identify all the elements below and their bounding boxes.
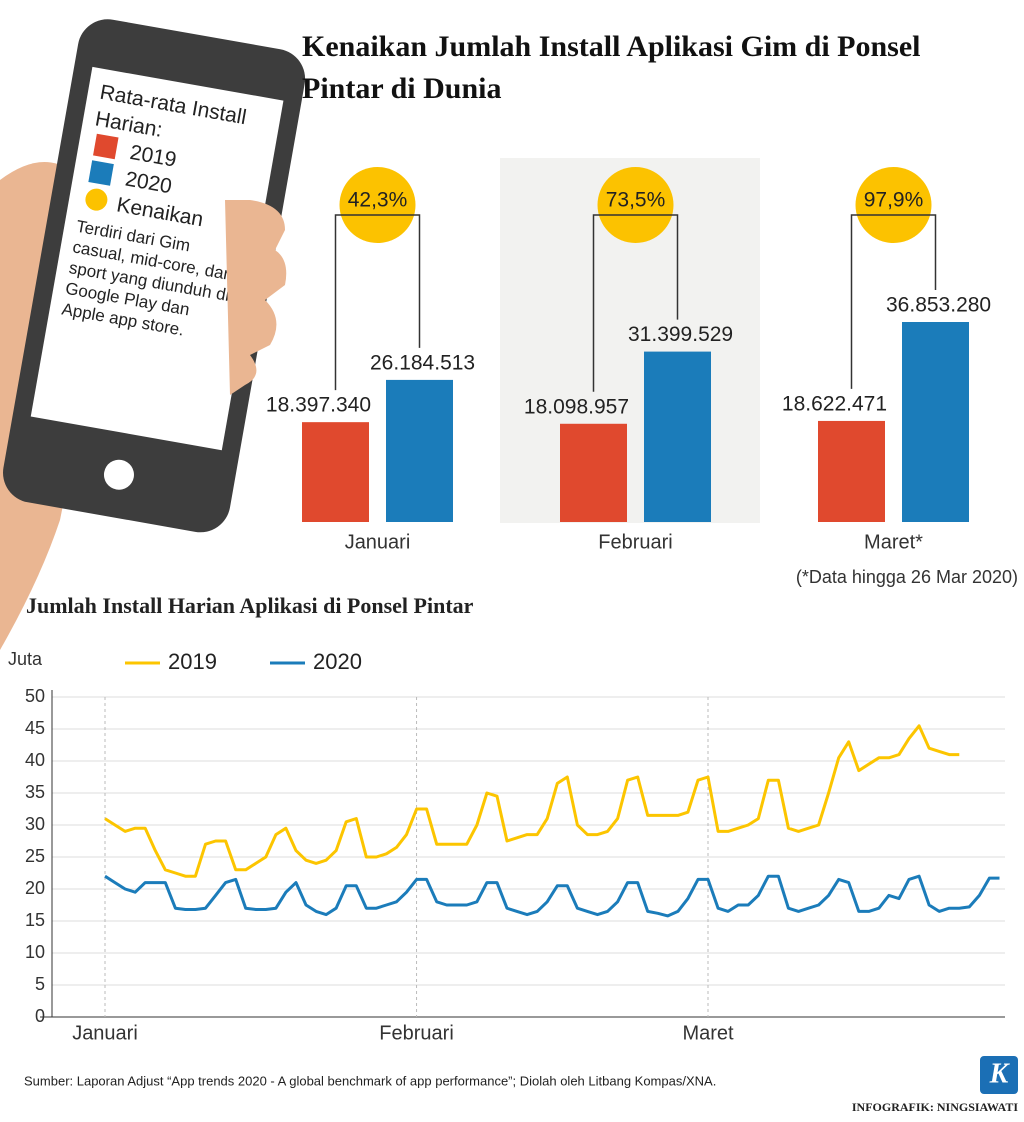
increase-circle (855, 167, 932, 243)
main-title: Kenaikan Jumlah Install Aplikasi Gim di … (302, 30, 921, 105)
phone: Rata-rata Install Harian:20192020Kenaika… (3, 19, 306, 533)
x-tick-label: Maret (682, 1022, 734, 1044)
credit: INFOGRAFIK: NINGSIAWATI (852, 1100, 1018, 1114)
y-tick-label: 0 (35, 1006, 45, 1026)
line (104, 724, 960, 878)
value-label: 18.098.957 (524, 395, 629, 418)
logo: K (989, 1058, 1011, 1089)
bar (302, 422, 369, 522)
legend-swatch (93, 133, 119, 160)
x-tick-label: Februari (598, 531, 672, 553)
y-axis-label: Juta (8, 649, 43, 669)
y-tick-label: 5 (35, 974, 45, 994)
value-label: 18.622.471 (782, 392, 887, 415)
legend-note-text: Terdiri dari Gim casual, mid-core, dan s… (60, 216, 235, 340)
y-tick-label: 35 (25, 782, 45, 802)
bar (902, 322, 969, 522)
bracket (592, 214, 679, 392)
y-tick-label: 20 (25, 878, 45, 898)
y-tick-label: 30 (25, 814, 45, 834)
increase-circle (597, 167, 674, 243)
increase-label: 97,9% (864, 189, 924, 212)
bar (644, 351, 711, 522)
legend-label: 2019 (168, 649, 217, 674)
bar (560, 423, 627, 522)
increase-label: 42,3% (348, 189, 408, 212)
y-tick-label: 10 (25, 942, 45, 962)
legend-swatch (83, 186, 110, 213)
chart-title: Jumlah Install Harian Aplikasi di Ponsel… (26, 593, 474, 618)
source: Sumber: Laporan Adjust “App trends 2020 … (24, 1073, 716, 1088)
legend-label: 2020 (313, 649, 362, 674)
y-tick-label: 40 (25, 750, 45, 770)
logo-box (980, 1056, 1018, 1094)
x-tick-label: Januari (72, 1022, 138, 1044)
value-label: 18.397.340 (266, 394, 371, 417)
y-tick-label: 50 (25, 686, 45, 706)
legend-swatch (88, 160, 114, 186)
increase-circle (339, 167, 416, 243)
x-tick-label: Februari (379, 1022, 453, 1044)
bracket (334, 214, 421, 391)
x-tick-label: Maret* (864, 531, 923, 553)
value-label: 26.184.513 (370, 351, 475, 374)
note: (*Data hingga 26 Mar 2020) (796, 567, 1018, 587)
bar (386, 379, 453, 522)
y-tick-label: 15 (25, 910, 45, 930)
increase-label: 73,5% (606, 189, 666, 212)
value-label: 36.853.280 (886, 294, 991, 317)
bracket (850, 214, 937, 389)
y-tick-label: 45 (25, 718, 45, 738)
value-label: 31.399.529 (628, 323, 733, 346)
fingers (225, 200, 287, 395)
y-tick-label: 25 (25, 846, 45, 866)
line (104, 874, 1000, 918)
bar (818, 420, 885, 522)
x-tick-label: Januari (345, 531, 411, 553)
home-button (103, 459, 134, 490)
